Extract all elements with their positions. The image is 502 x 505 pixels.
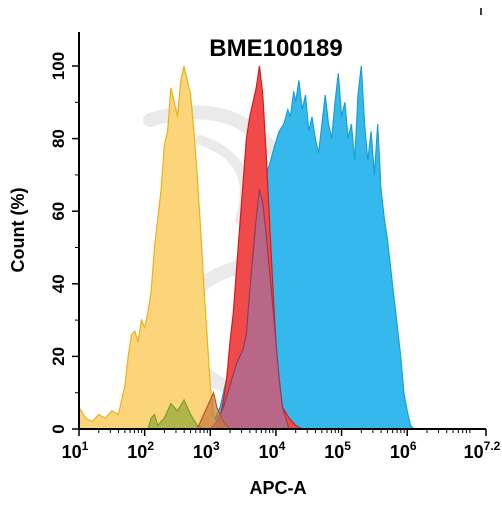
histogram-series-3 <box>208 189 290 430</box>
y-tick-label-20: 20 <box>49 347 68 366</box>
x-tick-label-5: 106 <box>390 439 417 462</box>
y-tick-label-40: 40 <box>49 274 68 293</box>
x-tick-label-6: 107.2 <box>464 439 501 462</box>
chart-title: BME100189 <box>209 35 342 62</box>
x-tick-label-2: 103 <box>193 439 220 462</box>
x-axis-ticks: 101 102 103 104 105 106 107.2 <box>62 429 501 462</box>
x-tick-label-1: 102 <box>127 439 154 462</box>
y-tick-label-100: 100 <box>49 52 68 80</box>
histogram-series-5 <box>196 390 232 430</box>
y-axis-ticks: 0 20 40 60 80 100 <box>49 52 79 434</box>
y-axis-label: Count (%) <box>8 188 28 273</box>
histogram-series <box>78 65 416 430</box>
x-tick-label-4: 105 <box>324 439 351 462</box>
x-axis-label: APC-A <box>250 478 307 498</box>
x-tick-label-3: 104 <box>259 439 286 462</box>
y-tick-label-0: 0 <box>49 424 68 433</box>
y-tick-label-80: 80 <box>49 129 68 148</box>
histogram-series-1 <box>78 65 218 430</box>
x-tick-label-0: 101 <box>62 439 89 462</box>
y-tick-label-60: 60 <box>49 202 68 221</box>
axes <box>78 32 486 430</box>
